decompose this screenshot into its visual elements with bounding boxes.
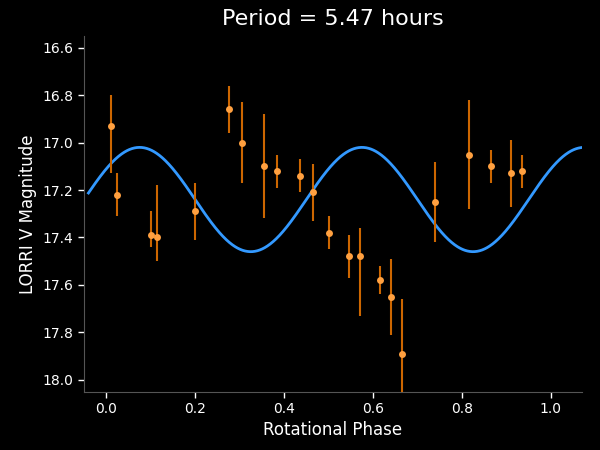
Y-axis label: LORRI V Magnitude: LORRI V Magnitude	[19, 134, 37, 293]
Title: Period = 5.47 hours: Period = 5.47 hours	[222, 9, 444, 29]
X-axis label: Rotational Phase: Rotational Phase	[263, 422, 403, 440]
